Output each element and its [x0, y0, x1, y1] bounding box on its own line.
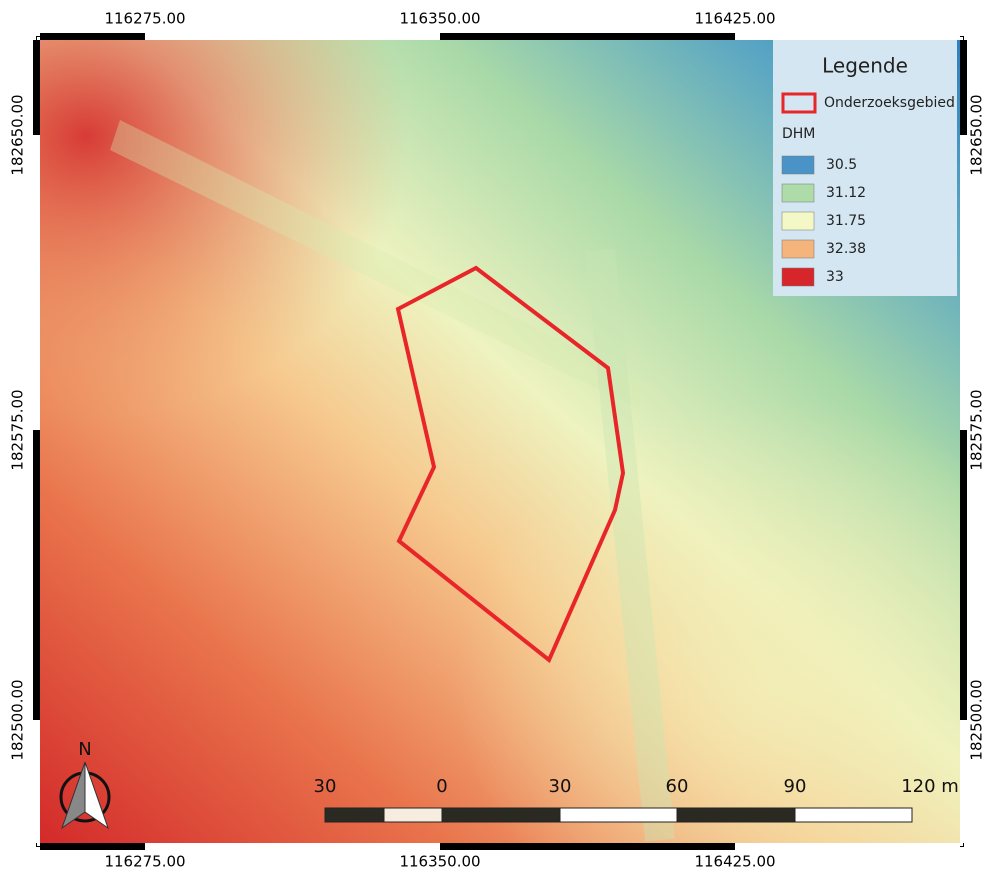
scale-segment: [324, 807, 385, 823]
legend-label: 30.5: [826, 157, 857, 173]
frame-segment: [33, 135, 40, 430]
frame-segment: [33, 430, 40, 720]
coord-label: 182575.00: [9, 389, 27, 470]
scale-bar: 30 0 30 60 90 120 m: [314, 776, 959, 823]
scale-segment: [559, 807, 678, 823]
frame-segment: [735, 843, 960, 850]
legend-swatch: [781, 183, 815, 203]
legend-raster-title: DHM: [782, 126, 815, 142]
coord-label: 182575.00: [968, 389, 986, 470]
legend-label: 31.12: [826, 185, 866, 201]
frame-segment: [33, 40, 40, 135]
north-label: N: [78, 739, 91, 760]
legend-label: 32.38: [826, 241, 866, 257]
scale-label: 30: [314, 776, 337, 797]
frame-segment: [735, 33, 960, 40]
coord-label: 182500.00: [9, 679, 27, 760]
frame-segment: [960, 135, 967, 430]
scale-segment: [441, 807, 561, 823]
north-arrow: N: [59, 739, 111, 830]
legend-label: 31.75: [826, 213, 866, 229]
legend-label: 33: [826, 269, 844, 285]
frame-segment: [33, 720, 40, 843]
frame-segment: [960, 720, 967, 843]
coord-label: 116275.00: [104, 853, 185, 871]
scale-segment: [794, 807, 913, 823]
scale-label: 120 m: [901, 776, 959, 797]
legend-swatch: [781, 211, 815, 231]
coord-label: 116350.00: [399, 10, 480, 28]
frame-segment: [145, 33, 440, 40]
frame-segment: [960, 40, 967, 135]
coord-label: 182500.00: [968, 679, 986, 760]
scale-label: 0: [436, 776, 447, 797]
legend-swatch: [781, 267, 815, 287]
legend-area-swatch: [781, 92, 817, 114]
frame-segment: [440, 843, 735, 850]
coord-label: 116275.00: [104, 10, 185, 28]
frame-segment: [40, 33, 145, 40]
legend-area-label: Onderzoeksgebied: [824, 95, 955, 111]
scale-label: 60: [666, 776, 689, 797]
scale-label: 90: [784, 776, 807, 797]
legend-title: Legende: [822, 54, 908, 78]
scale-label: 30: [549, 776, 572, 797]
frame-segment: [440, 33, 735, 40]
coord-label: 182650.00: [968, 94, 986, 175]
frame-segment: [960, 430, 967, 720]
coord-label: 116350.00: [399, 853, 480, 871]
study-area: [395, 265, 626, 664]
legend-swatch: [781, 239, 815, 259]
legend-swatch: [781, 155, 815, 175]
legend: Legende Onderzoeksgebied DHM 30.5 31.12 31…: [773, 40, 957, 296]
scale-segment: [676, 807, 796, 823]
coord-label: 116425.00: [694, 10, 775, 28]
frame-segment: [40, 843, 145, 850]
frame: 116275.00 116350.00 116425.00 116275.00 1163…: [9, 10, 986, 871]
frame-segment: [145, 843, 440, 850]
scale-segment: [383, 807, 443, 823]
coord-label: 182650.00: [9, 94, 27, 175]
coord-label: 116425.00: [694, 853, 775, 871]
